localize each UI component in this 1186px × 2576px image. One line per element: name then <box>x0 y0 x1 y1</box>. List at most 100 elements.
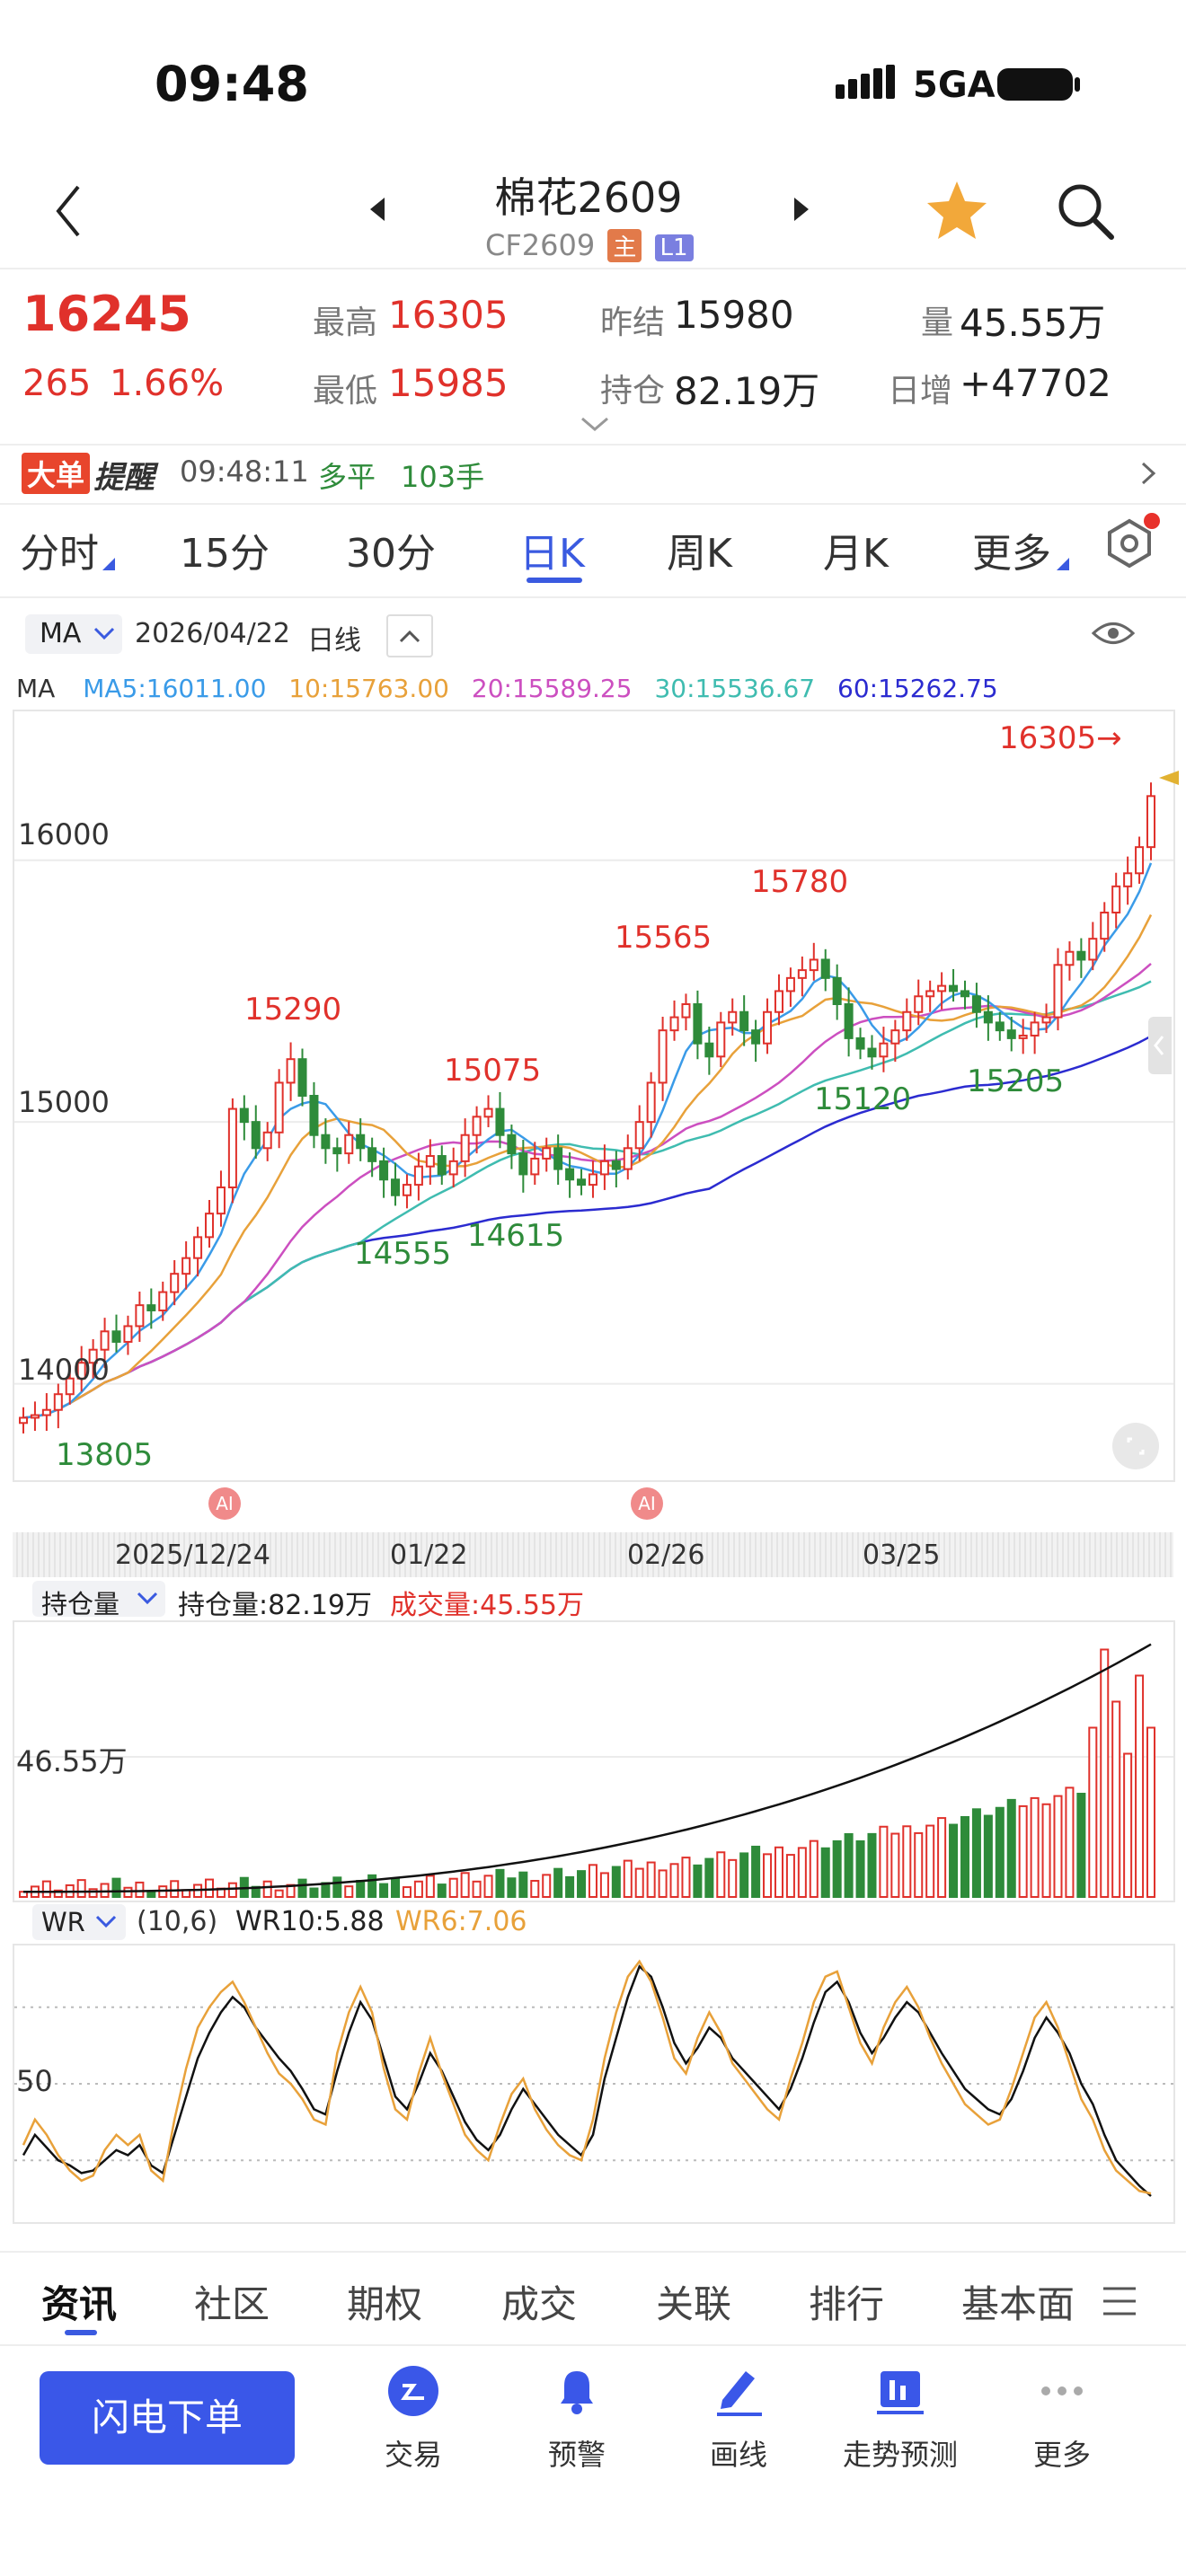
volume-bar <box>623 1859 633 1898</box>
volume-bar <box>693 1864 703 1898</box>
ma30-line <box>22 980 1152 1419</box>
candle-body <box>914 995 924 1013</box>
volume-bar <box>391 1877 401 1899</box>
trough-label: 15120 <box>814 1081 912 1117</box>
alert-tag: 大单 <box>22 453 91 494</box>
volume-chart[interactable]: 46.55万 <box>13 1620 1175 1902</box>
ma20-line <box>22 962 1152 1419</box>
volume-bar <box>1088 1726 1098 1898</box>
expand-chevron-icon[interactable] <box>579 415 611 433</box>
candle-body <box>902 1010 912 1032</box>
ma30-value: 30:15536.67 <box>654 674 816 703</box>
eye-icon[interactable] <box>1091 618 1136 648</box>
volume-bar <box>634 1867 644 1899</box>
big-order-alert[interactable]: 大单 提醒 09:48:11 多平 103手 <box>0 447 1186 499</box>
tab-daily-k[interactable]: 日K <box>519 531 585 577</box>
time-axis[interactable]: 2025/12/24 01/22 02/26 03/25 <box>13 1532 1173 1577</box>
candle-body <box>379 1160 389 1181</box>
candle-body <box>855 1037 865 1050</box>
chevron-down-icon <box>95 1915 117 1929</box>
candle-body <box>751 1029 761 1045</box>
tab-30min[interactable]: 30分 <box>346 531 436 577</box>
candle-body <box>65 1377 75 1396</box>
dock-trade[interactable]: 交易 <box>332 2362 494 2474</box>
alert-type: 多平 <box>318 460 376 494</box>
oi-readout: 持仓量:82.19万 <box>178 1590 372 1621</box>
fullscreen-icon[interactable] <box>1112 1423 1159 1469</box>
ai-badge[interactable]: AI <box>631 1487 663 1520</box>
flash-order-button[interactable]: 闪电下单 <box>40 2371 295 2465</box>
next-contract-icon[interactable] <box>792 198 810 221</box>
tab-news[interactable]: 资讯 <box>41 2282 118 2326</box>
chart-high-label: 16305→ <box>999 720 1122 756</box>
tab-more[interactable]: 更多 <box>972 531 1051 577</box>
y-tick: 16000 <box>18 817 110 851</box>
tab-community[interactable]: 社区 <box>194 2282 270 2326</box>
chart-mode: 日线 <box>307 625 361 657</box>
oi-value: 82.19万 <box>674 369 820 413</box>
x-tick: 01/22 <box>390 1539 468 1571</box>
corner-triangle-icon <box>102 557 115 570</box>
corner-triangle-icon <box>1057 557 1069 570</box>
candle-body <box>297 1058 307 1098</box>
candle-body <box>402 1184 412 1196</box>
candle-body <box>135 1304 145 1328</box>
tab-trades[interactable]: 成交 <box>501 2282 578 2326</box>
volume-bar <box>879 1825 889 1899</box>
volume-bar <box>437 1883 447 1899</box>
indicator-selector[interactable]: MA <box>25 614 122 654</box>
menu-icon[interactable] <box>1102 2285 1137 2317</box>
candlestick-chart[interactable]: 16305→ 15290 15075 15565 15780 13805 145… <box>13 710 1175 1482</box>
candle-body <box>611 1160 621 1170</box>
volume-bar <box>518 1871 528 1899</box>
wr10-line <box>22 1964 1152 2197</box>
oi-selector-label: 持仓量 <box>41 1589 120 1619</box>
tab-intraday[interactable]: 分时 <box>20 531 99 577</box>
dock-alert[interactable]: 预警 <box>496 2362 658 2474</box>
ai-badge[interactable]: AI <box>208 1487 241 1520</box>
candle-body <box>577 1178 587 1187</box>
candle-body <box>623 1147 633 1170</box>
candle-body <box>1100 912 1110 940</box>
candle-body <box>681 1003 691 1019</box>
candle-body <box>890 1029 900 1045</box>
collapse-toggle[interactable] <box>386 614 433 657</box>
wr-selector[interactable]: WR <box>32 1904 126 1940</box>
side-drawer-handle[interactable] <box>1148 1017 1172 1074</box>
tab-options[interactable]: 期权 <box>347 2282 423 2326</box>
trough-label: 14615 <box>467 1218 565 1254</box>
tab-related[interactable]: 关联 <box>656 2282 732 2326</box>
tab-ranking[interactable]: 排行 <box>809 2282 885 2326</box>
volume-bar <box>785 1854 795 1898</box>
wr-chart[interactable]: 50 <box>13 1944 1175 2224</box>
tab-15min[interactable]: 15分 <box>180 531 270 577</box>
dock-forecast[interactable]: 走势预测 <box>819 2362 981 2474</box>
dock-trade-label: 交易 <box>384 2438 442 2472</box>
volume-bar <box>960 1815 970 1898</box>
ma5-line <box>22 862 1153 1419</box>
price-change: 265 <box>22 363 92 404</box>
tab-monthly-k[interactable]: 月K <box>823 531 889 577</box>
tab-fundamentals[interactable]: 基本面 <box>961 2282 1075 2326</box>
favorite-star-icon[interactable] <box>925 180 988 241</box>
candle-body <box>146 1304 156 1311</box>
volume-bar <box>1065 1786 1075 1898</box>
candle-body <box>251 1121 261 1150</box>
volume-bar <box>297 1878 307 1898</box>
settings-hexagon-icon[interactable] <box>1098 512 1161 575</box>
prev-contract-icon[interactable] <box>368 198 386 221</box>
volume-bar <box>367 1874 377 1898</box>
back-icon[interactable] <box>49 180 85 243</box>
tab-weekly-k[interactable]: 周K <box>667 531 732 577</box>
volume-bar <box>1123 1752 1133 1898</box>
oi-selector[interactable]: 持仓量 <box>32 1581 165 1619</box>
volume-bar <box>844 1832 854 1898</box>
candle-body <box>1111 885 1121 914</box>
volume-bar <box>809 1839 819 1898</box>
dock-draw[interactable]: 画线 <box>658 2362 819 2474</box>
search-icon[interactable] <box>1056 181 1115 241</box>
price-marker-icon <box>1159 769 1179 787</box>
candle-body <box>170 1273 180 1293</box>
dock-more[interactable]: 更多 <box>981 2362 1143 2474</box>
candle-body <box>495 1107 505 1136</box>
